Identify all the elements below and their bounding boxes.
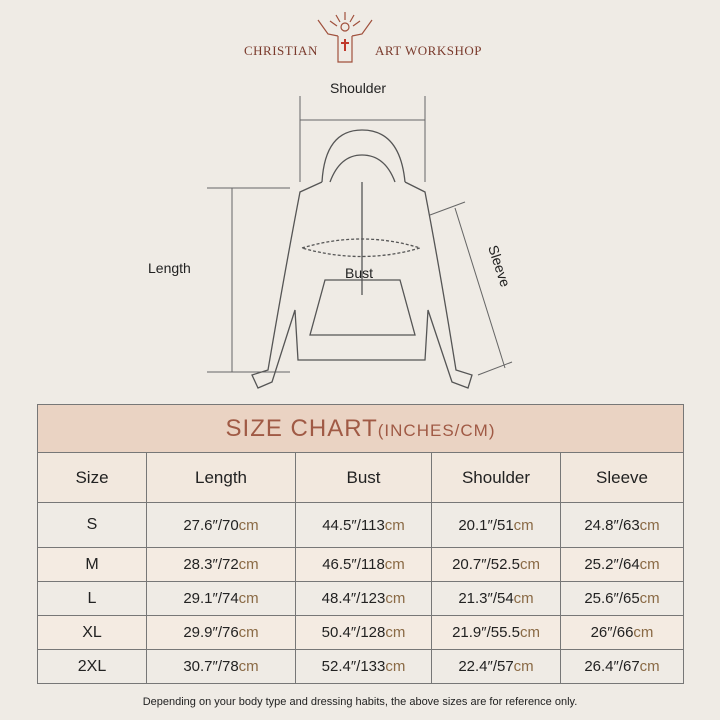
cell-sleeve: 24.8″/63cm [560,502,684,548]
cell-shoulder: 21.3″/54cm [431,581,561,616]
cell-size: XL [37,615,147,650]
cell-bust: 46.5″/118cm [295,547,432,582]
table-row: 2XL 30.7″/78cm 52.4″/133cm 22.4″/57cm 26.4″/… [37,649,684,684]
header-length: Length [146,452,296,503]
length-label: Length [148,260,191,276]
header-sleeve: Sleeve [560,452,684,503]
cell-sleeve: 25.2″/64cm [560,547,684,582]
cell-length: 28.3″/72cm [146,547,296,582]
shoulder-label: Shoulder [330,80,387,96]
table-row: L 29.1″/74cm 48.4″/123cm 21.3″/54cm 25.6″/65… [37,581,684,616]
cell-size: L [37,581,147,616]
cell-shoulder: 22.4″/57cm [431,649,561,684]
header-size: Size [37,452,147,503]
header-shoulder: Shoulder [431,452,561,503]
cell-bust: 50.4″/128cm [295,615,432,650]
brand-right: ART WORKSHOP [375,43,482,58]
jesus-logo-icon [317,12,373,63]
cell-bust: 52.4″/133cm [295,649,432,684]
size-chart-table: SIZE CHART(INCHES/CM) Size Length Bust S… [37,404,684,684]
bust-label: Bust [345,265,374,281]
cell-size: S [37,502,147,548]
cell-size: M [37,547,147,582]
cell-shoulder: 20.1″/51cm [431,502,561,548]
brand-left: CHRISTIAN [244,43,318,58]
cell-sleeve: 25.6″/65cm [560,581,684,616]
cell-bust: 44.5″/113cm [295,502,432,548]
table-row: S 27.6″/70cm 44.5″/113cm 20.1″/51cm 24.8″/63… [37,502,684,548]
cell-sleeve: 26″/66cm [560,615,684,650]
header-bust: Bust [295,452,432,503]
cell-length: 30.7″/78cm [146,649,296,684]
cell-size: 2XL [37,649,147,684]
cell-bust: 48.4″/123cm [295,581,432,616]
cell-shoulder: 21.9″/55.5cm [431,615,561,650]
cell-length: 29.9″/76cm [146,615,296,650]
brand-logo: CHRISTIAN ART WORKSHOP [0,10,720,66]
footnote: Depending on your body type and dressing… [142,696,578,708]
hoodie-diagram [207,96,513,389]
table-row: XL 29.9″/76cm 50.4″/128cm 21.9″/55.5cm 26″/6… [37,615,684,650]
cell-shoulder: 20.7″/52.5cm [431,547,561,582]
cell-sleeve: 26.4″/67cm [560,649,684,684]
table-row: M 28.3″/72cm 46.5″/118cm 20.7″/52.5cm 25.2″/… [37,547,684,582]
cell-length: 27.6″/70cm [146,502,296,548]
cell-length: 29.1″/74cm [146,581,296,616]
size-chart-title: SIZE CHART(INCHES/CM) [37,404,684,453]
